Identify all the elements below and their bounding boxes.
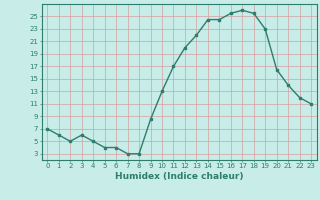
X-axis label: Humidex (Indice chaleur): Humidex (Indice chaleur): [115, 172, 244, 181]
